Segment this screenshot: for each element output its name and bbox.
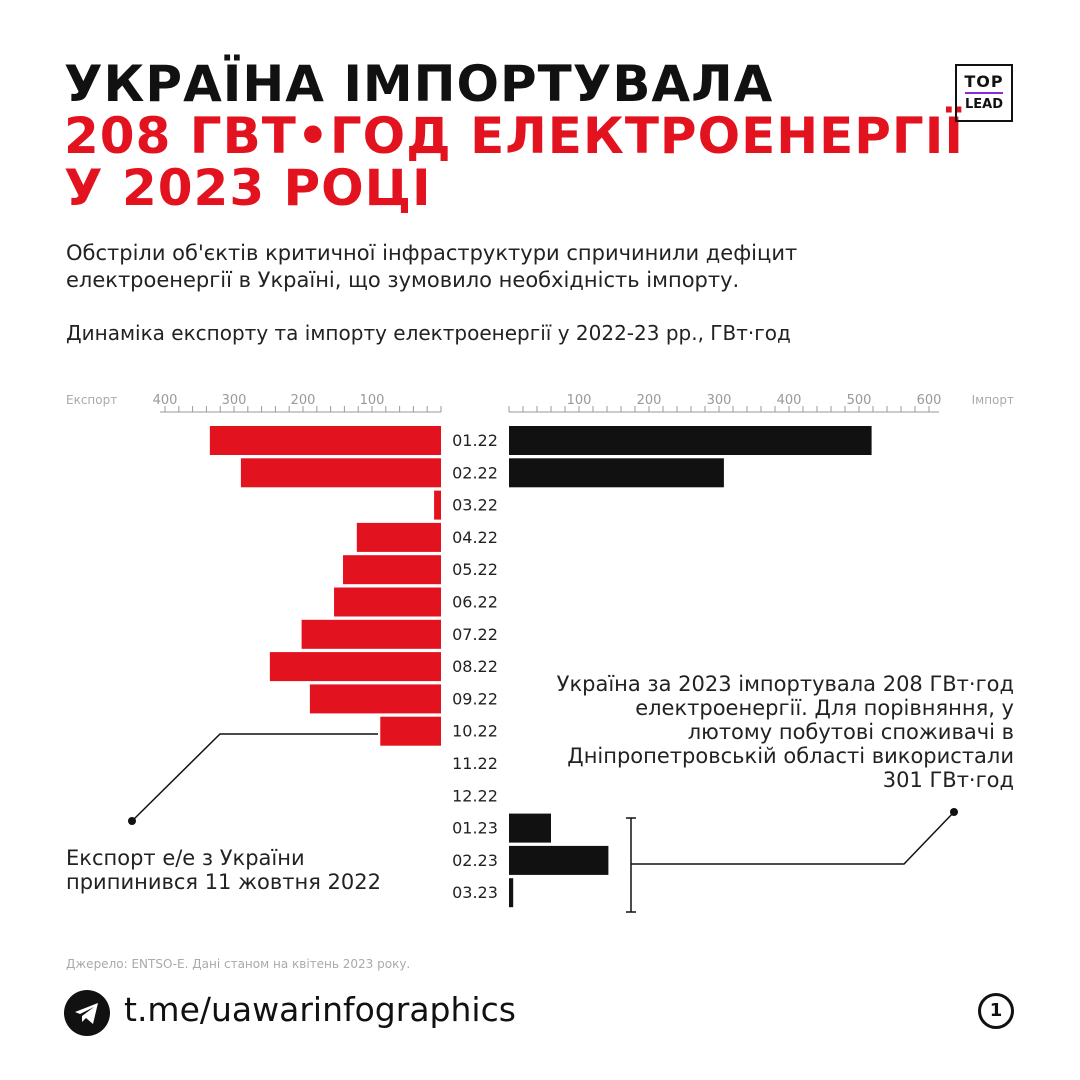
export-bar	[380, 716, 441, 746]
subtitle: Обстріли об'єктів критичної інфраструкту…	[66, 241, 798, 292]
month-label: 02.22	[452, 463, 498, 482]
import-bar	[509, 878, 514, 908]
import-tick-label: 400	[777, 393, 802, 408]
import-note-leader	[631, 811, 955, 865]
export-tick-label: 100	[360, 393, 385, 408]
export-bar	[209, 426, 441, 455]
month-label: 01.23	[452, 819, 498, 838]
import-tick-label: 100	[567, 393, 592, 408]
source-note: Джерело: ENTSO-E. Дані станом на квітень…	[66, 957, 411, 971]
page-title: УКРАЇНА ІМПОРТУВАЛА 208 ГВТ•ГОД ЕЛЕКТРОЕ…	[64, 58, 964, 214]
logo-bottom-text: LEAD	[964, 97, 1004, 112]
top-lead-logo: TOP LEAD	[955, 64, 1013, 122]
import-bar	[509, 426, 872, 455]
export-stop-annotation: Експорт е/е з України припинився 11 жовт…	[66, 846, 381, 894]
export-bar	[301, 619, 441, 649]
chart-title: Динаміка експорту та імпорту електроенер…	[66, 321, 791, 345]
export-bar	[343, 555, 441, 585]
import-tick-label: 300	[707, 393, 732, 408]
export-note-dot	[128, 817, 136, 825]
month-label: 05.22	[452, 560, 498, 579]
export-bar	[356, 522, 441, 552]
export-bar	[334, 587, 441, 617]
export-tick-label: 400	[153, 393, 178, 408]
month-label: 06.22	[452, 593, 498, 612]
month-label: 03.22	[452, 496, 498, 515]
import-bar	[509, 458, 724, 488]
logo-divider	[965, 92, 1003, 94]
export-bar	[240, 458, 441, 488]
month-label: 08.22	[452, 657, 498, 676]
month-label: 02.23	[452, 851, 498, 870]
export-bar	[269, 652, 441, 682]
export-tick-label: 300	[222, 393, 247, 408]
title-line-3: У 2023 РОЦІ	[64, 159, 432, 217]
export-bar	[434, 490, 441, 520]
title-line-1: УКРАЇНА ІМПОРТУВАЛА	[64, 55, 774, 113]
import-note-dot	[950, 808, 958, 816]
month-label: 01.22	[452, 431, 498, 450]
export-bar	[309, 684, 441, 714]
month-label: 11.22	[452, 754, 498, 773]
import-tick-label: 600	[917, 393, 942, 408]
export-tick-label: 200	[291, 393, 316, 408]
month-label: 09.22	[452, 689, 498, 708]
month-label: 12.22	[452, 786, 498, 805]
telegram-link[interactable]: t.me/uawarinfographics	[124, 990, 516, 1029]
import-tick-label: 500	[847, 393, 872, 408]
month-label: 10.22	[452, 722, 498, 741]
logo-top-text: TOP	[964, 72, 1004, 91]
export-axis-label: Експорт	[66, 393, 117, 407]
month-label: 03.23	[452, 883, 498, 902]
month-label: 07.22	[452, 625, 498, 644]
import-axis-label: Імпорт	[972, 393, 1014, 407]
page-number-badge: 1	[978, 993, 1014, 1029]
import-bar	[509, 845, 609, 875]
title-line-2: 208 ГВТ•ГОД ЕЛЕКТРОЕНЕРГІЇ	[64, 107, 964, 165]
telegram-icon[interactable]	[64, 990, 110, 1036]
import-tick-label: 200	[637, 393, 662, 408]
export-note-leader	[131, 733, 378, 822]
import-bar	[509, 813, 551, 843]
import-annotation: Україна за 2023 імпортувала 208 ГВт·год …	[556, 672, 1014, 792]
month-label: 04.22	[452, 528, 498, 547]
